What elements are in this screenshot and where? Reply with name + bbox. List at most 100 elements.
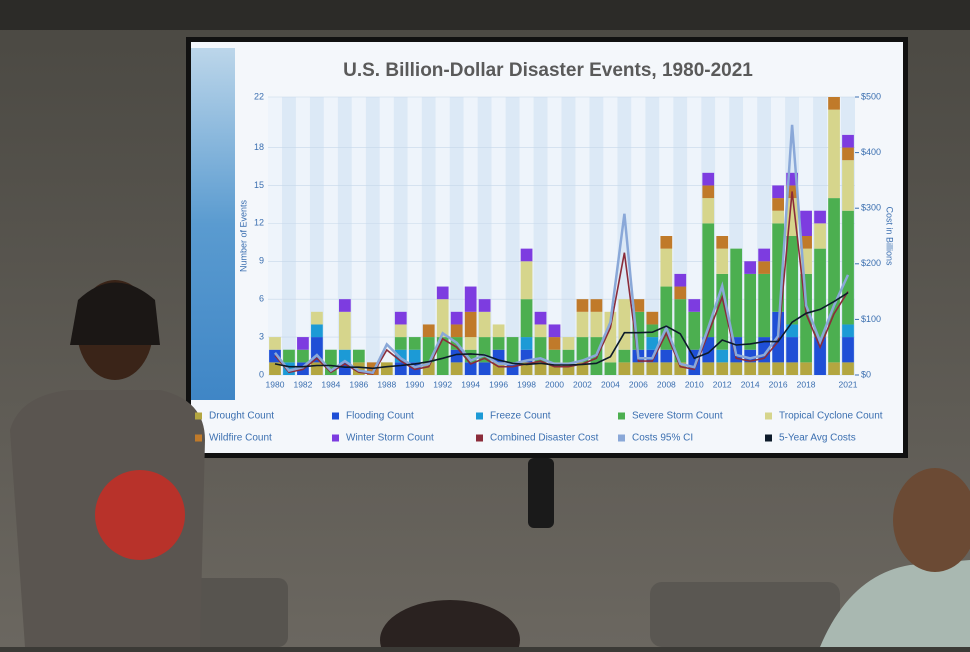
bar-segment (660, 236, 673, 249)
legend-label: 5-Year Avg Costs (779, 433, 856, 444)
bar-segment (660, 349, 673, 363)
bar-segment (436, 286, 449, 300)
bar-segment (632, 299, 645, 312)
bar-segment (534, 324, 547, 338)
legend-label: Costs 95% CI (632, 433, 693, 444)
x-tick-label: 1988 (377, 379, 396, 389)
x-tick-label: 1990 (405, 379, 424, 389)
legend-label: Freeze Count (490, 411, 551, 422)
bar-segment (604, 311, 617, 363)
y-axis-title: Number of Events (238, 199, 248, 272)
bar-segment (702, 362, 715, 375)
bar-segment (269, 362, 281, 375)
bar-segment (646, 337, 659, 350)
chart-title: U.S. Billion-Dollar Disaster Events, 198… (343, 60, 753, 81)
x-tick-label: 1998 (517, 379, 536, 389)
bar-segment (394, 349, 407, 363)
bar-segment (562, 362, 575, 375)
y-tick-label: 18 (254, 142, 264, 152)
bar-segment (702, 185, 715, 199)
legend-label: Severe Storm Count (632, 411, 723, 422)
bar-segment (842, 362, 854, 375)
cost-line (274, 292, 849, 370)
bar-segment (702, 198, 715, 224)
bar-segment (450, 349, 463, 363)
legend-swatch (476, 434, 483, 442)
x-tick-label: 2000 (545, 379, 564, 389)
legend-swatch (618, 434, 625, 442)
ceiling (0, 0, 970, 30)
bar-segment (338, 349, 351, 363)
audience-head (893, 468, 970, 572)
bar-segment (814, 248, 826, 338)
bar-segment (842, 337, 854, 363)
bar-segment (464, 286, 477, 312)
camera-mount (528, 458, 554, 528)
bar-segment (702, 172, 715, 186)
bar-segment (828, 198, 840, 363)
y-tick-label: 6 (259, 294, 264, 304)
bar-segment (311, 324, 323, 338)
bar-segment (744, 349, 757, 363)
x-tick-label: 2006 (629, 379, 648, 389)
bar-segment (506, 337, 519, 363)
bar-segment (674, 273, 687, 287)
audience-person (820, 560, 970, 647)
bar-segment (422, 337, 435, 363)
bar-segment (618, 362, 631, 375)
y2-axis-title: Cost in Billions (885, 206, 895, 266)
audience-head (380, 600, 520, 652)
bar-segment (828, 362, 840, 375)
bar-segment (758, 362, 771, 375)
bar-segment (828, 97, 840, 110)
column-stripe (323, 97, 338, 375)
bar-segment (786, 362, 798, 375)
legend-swatch (195, 412, 202, 420)
bar-segment (492, 349, 505, 363)
bar-segment (352, 362, 365, 375)
bar-segment (450, 311, 463, 325)
bar-segment (688, 299, 701, 312)
bar-segment (338, 299, 351, 312)
bar-segment (464, 311, 477, 338)
bar-segment (450, 362, 463, 375)
bar-segment (380, 362, 393, 375)
bar-segment (758, 261, 771, 274)
bar-segment (576, 362, 589, 375)
bar-segment (604, 362, 617, 375)
bar-segment (786, 172, 798, 186)
y2-tick-label: $400 (861, 147, 881, 157)
x-tick-label: 1982 (293, 379, 312, 389)
bar-segment (660, 362, 673, 375)
bar-segment (842, 324, 854, 338)
legend-swatch (765, 412, 772, 420)
bar-segment (786, 337, 798, 363)
bar-segment (772, 223, 785, 312)
bar-segment (520, 349, 533, 363)
y2-tick-label: $200 (861, 258, 881, 268)
column-stripe (351, 97, 366, 375)
bar-segment (646, 324, 659, 338)
y2-tick-label: $300 (861, 203, 881, 213)
y-tick-label: 12 (254, 218, 264, 228)
column-stripe (533, 97, 548, 375)
column-stripe (379, 97, 394, 375)
column-stripe (491, 97, 506, 375)
x-tick-label: 1996 (489, 379, 508, 389)
bar-segment (478, 362, 491, 375)
bar-segment (800, 273, 812, 363)
bar-segment (534, 311, 547, 325)
bar-segment (674, 299, 687, 363)
bar-segment (394, 311, 407, 325)
bar-segment (269, 337, 281, 350)
bar-segment (408, 337, 421, 350)
column-stripe (505, 97, 520, 375)
bar-segment (800, 210, 812, 236)
bar-segment (772, 198, 785, 211)
x-tick-label: 2008 (657, 379, 676, 389)
bar-segment (562, 337, 575, 350)
bar-segment (618, 299, 631, 350)
x-tick-label: 2018 (797, 379, 816, 389)
bar-segment (800, 236, 812, 249)
bar-segment (730, 248, 743, 338)
